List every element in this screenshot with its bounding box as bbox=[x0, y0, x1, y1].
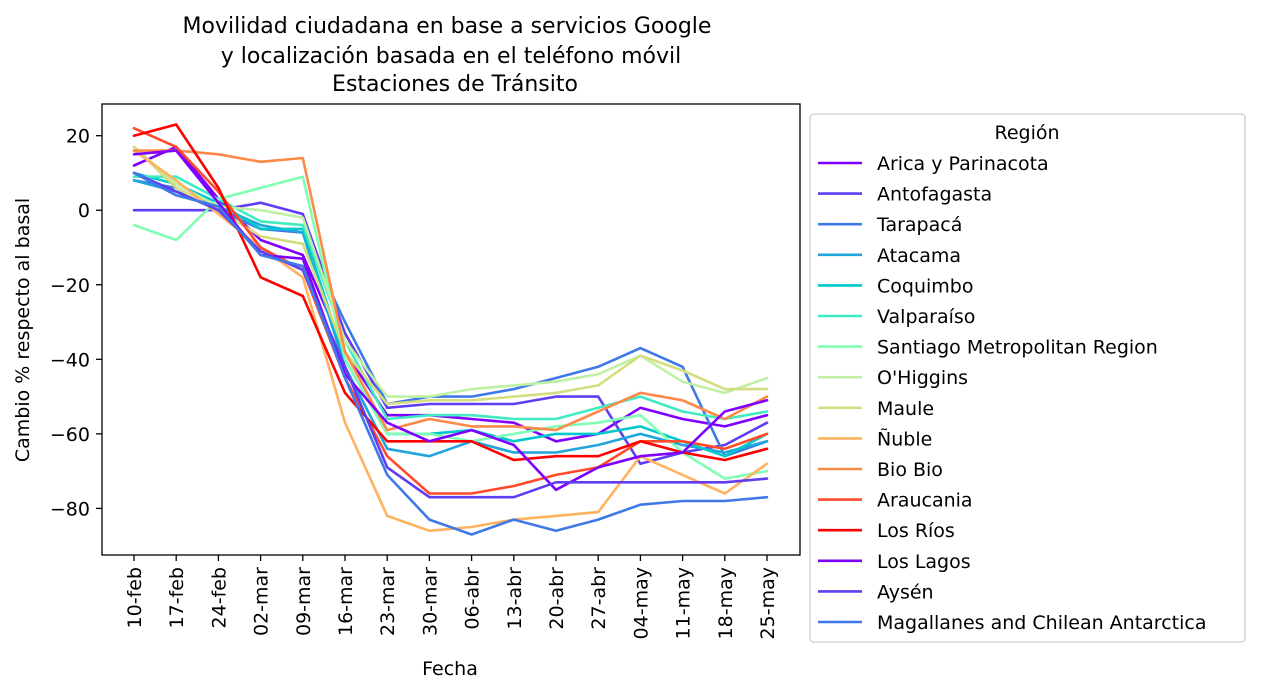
legend-item-o-higgins: O'Higgins bbox=[818, 367, 968, 389]
x-tick-label: 10-feb bbox=[124, 567, 146, 628]
x-tick-label: 04-may bbox=[630, 567, 652, 639]
legend-label: Los Ríos bbox=[877, 520, 955, 542]
legend: Región Arica y Parinacota Antofagasta Tara… bbox=[809, 113, 1246, 643]
series-line-valparaiso bbox=[132, 175, 769, 421]
legend-item-valparaiso: Valparaíso bbox=[818, 306, 975, 328]
y-axis-label: Cambio % respecto al basal bbox=[12, 198, 34, 462]
x-axis-label: Fecha bbox=[422, 658, 478, 680]
legend-item-nuble: Ñuble bbox=[818, 427, 932, 450]
x-tick-label: 25-may bbox=[757, 567, 779, 639]
legend-label: Maule bbox=[877, 398, 934, 420]
x-tick-label: 27-abr bbox=[588, 567, 610, 630]
legend-label: Araucania bbox=[877, 490, 973, 512]
chart-title-line-1: Movilidad ciudadana en base a servicios … bbox=[183, 14, 712, 39]
legend-item-araucania: Araucania bbox=[818, 490, 973, 512]
x-tick-label: 13-abr bbox=[504, 567, 526, 630]
legend-label: Antofagasta bbox=[877, 184, 992, 206]
x-tick-label: 30-mar bbox=[419, 567, 441, 636]
x-tick-label: 06-abr bbox=[462, 567, 484, 630]
legend-item-santiago-metropolitan-region: Santiago Metropolitan Region bbox=[818, 337, 1158, 359]
x-tick-label: 24-feb bbox=[208, 567, 230, 628]
x-tick-label: 16-mar bbox=[335, 567, 357, 636]
y-tick-label: −20 bbox=[50, 275, 90, 297]
x-tick-label: 18-may bbox=[715, 567, 737, 639]
chart-title-line-2: y localización basada en el teléfono móv… bbox=[221, 44, 682, 69]
legend-item-arica-y-parinacota: Arica y Parinacota bbox=[818, 153, 1049, 175]
series-line-santiago-metropolitan-region bbox=[132, 175, 769, 480]
plot-frame bbox=[101, 103, 801, 556]
x-axis-ticks: 10-feb 17-feb 24-feb 02-mar 09-mar 16-mar 23-m… bbox=[124, 555, 779, 639]
legend-label: Los Lagos bbox=[877, 551, 971, 573]
series-line-bio-bio bbox=[132, 149, 769, 432]
y-tick-label: 0 bbox=[78, 200, 90, 222]
legend-item-coquimbo: Coquimbo bbox=[818, 275, 973, 297]
x-tick-label: 17-feb bbox=[166, 567, 188, 628]
legend-label: Bio Bio bbox=[877, 459, 943, 481]
series-line-maule bbox=[132, 145, 769, 406]
legend-label: Tarapacá bbox=[876, 214, 962, 236]
legend-label: Aysén bbox=[877, 581, 934, 603]
legend-item-antofagasta: Antofagasta bbox=[818, 184, 992, 206]
legend-label: Santiago Metropolitan Region bbox=[877, 337, 1158, 359]
legend-item-magallanes-and-chilean-antarctica: Magallanes and Chilean Antarctica bbox=[818, 612, 1206, 634]
y-axis-ticks: 20 0 −20 −40 −60 −80 bbox=[50, 126, 102, 520]
legend-label: Coquimbo bbox=[877, 275, 973, 297]
legend-label: Arica y Parinacota bbox=[877, 153, 1049, 175]
y-tick-label: −80 bbox=[50, 498, 90, 520]
legend-label: Ñuble bbox=[877, 427, 932, 450]
y-tick-label: −60 bbox=[50, 424, 90, 446]
series-line-magallanes-and-chilean-antarctica bbox=[132, 171, 769, 536]
legend-item-los-rios: Los Ríos bbox=[818, 520, 955, 542]
legend-label: Atacama bbox=[877, 245, 961, 267]
legend-label: O'Higgins bbox=[877, 367, 968, 389]
x-tick-label: 20-abr bbox=[546, 567, 568, 630]
legend-item-bio-bio: Bio Bio bbox=[818, 459, 943, 481]
series-line-o-higgins bbox=[132, 145, 769, 398]
legend-label: Valparaíso bbox=[877, 306, 975, 328]
legend-item-aysen: Aysén bbox=[818, 581, 934, 603]
series-lines bbox=[132, 123, 769, 536]
legend-item-atacama: Atacama bbox=[818, 245, 961, 267]
legend-title: Región bbox=[994, 122, 1059, 144]
x-tick-label: 23-mar bbox=[377, 567, 399, 636]
legend-label: Magallanes and Chilean Antarctica bbox=[877, 612, 1206, 634]
y-tick-label: −40 bbox=[50, 349, 90, 371]
x-tick-label: 02-mar bbox=[251, 567, 273, 636]
legend-item-los-lagos: Los Lagos bbox=[818, 551, 971, 573]
x-tick-label: 11-may bbox=[673, 567, 695, 639]
x-tick-label: 09-mar bbox=[293, 567, 315, 636]
series-line-antofagasta bbox=[132, 201, 769, 466]
chart-title-line-3: Estaciones de Tránsito bbox=[332, 72, 578, 97]
y-tick-label: 20 bbox=[66, 126, 90, 148]
legend-item-maule: Maule bbox=[818, 398, 934, 420]
series-line-araucania bbox=[132, 126, 769, 495]
series-line-los-rios bbox=[132, 123, 769, 462]
legend-items: Arica y Parinacota Antofagasta Tarapacá Ata… bbox=[818, 153, 1206, 634]
legend-box bbox=[809, 113, 1246, 643]
legend-item-tarapaca: Tarapacá bbox=[818, 214, 962, 236]
